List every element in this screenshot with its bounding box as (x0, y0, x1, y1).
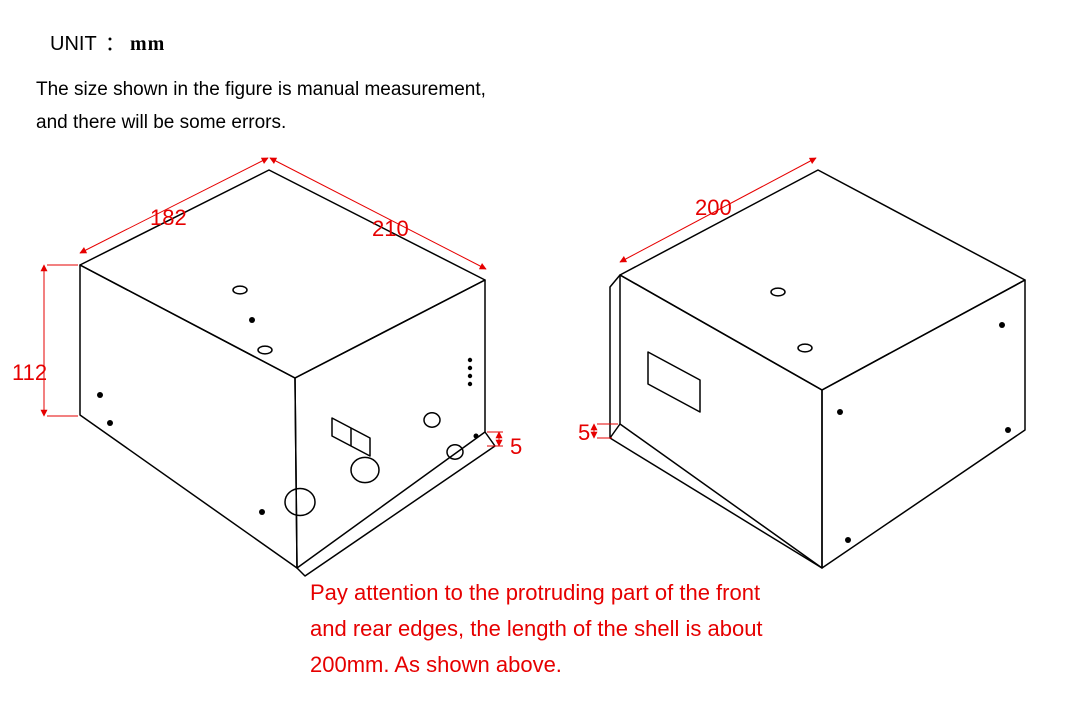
unit-value: mm (130, 33, 165, 55)
dim-182: 182 (150, 205, 187, 230)
unit-colon: ： (105, 33, 125, 55)
header-line2: and there will be some errors. (36, 112, 286, 133)
right-enclosure (610, 170, 1025, 568)
dim-5-right: 5 (578, 420, 590, 445)
dim-210: 210 (372, 216, 409, 241)
note-line3: 200mm. As shown above. (310, 652, 562, 677)
note-line2: and rear edges, the length of the shell … (310, 616, 763, 641)
left-enclosure (80, 170, 495, 576)
header-line1: The size shown in the figure is manual m… (36, 79, 486, 100)
unit-label: UNIT (50, 33, 97, 55)
dim-112: 112 (12, 360, 47, 385)
dim-5-left: 5 (510, 434, 522, 459)
dim-200: 200 (695, 195, 732, 220)
note-line1: Pay attention to the protruding part of … (310, 580, 760, 605)
